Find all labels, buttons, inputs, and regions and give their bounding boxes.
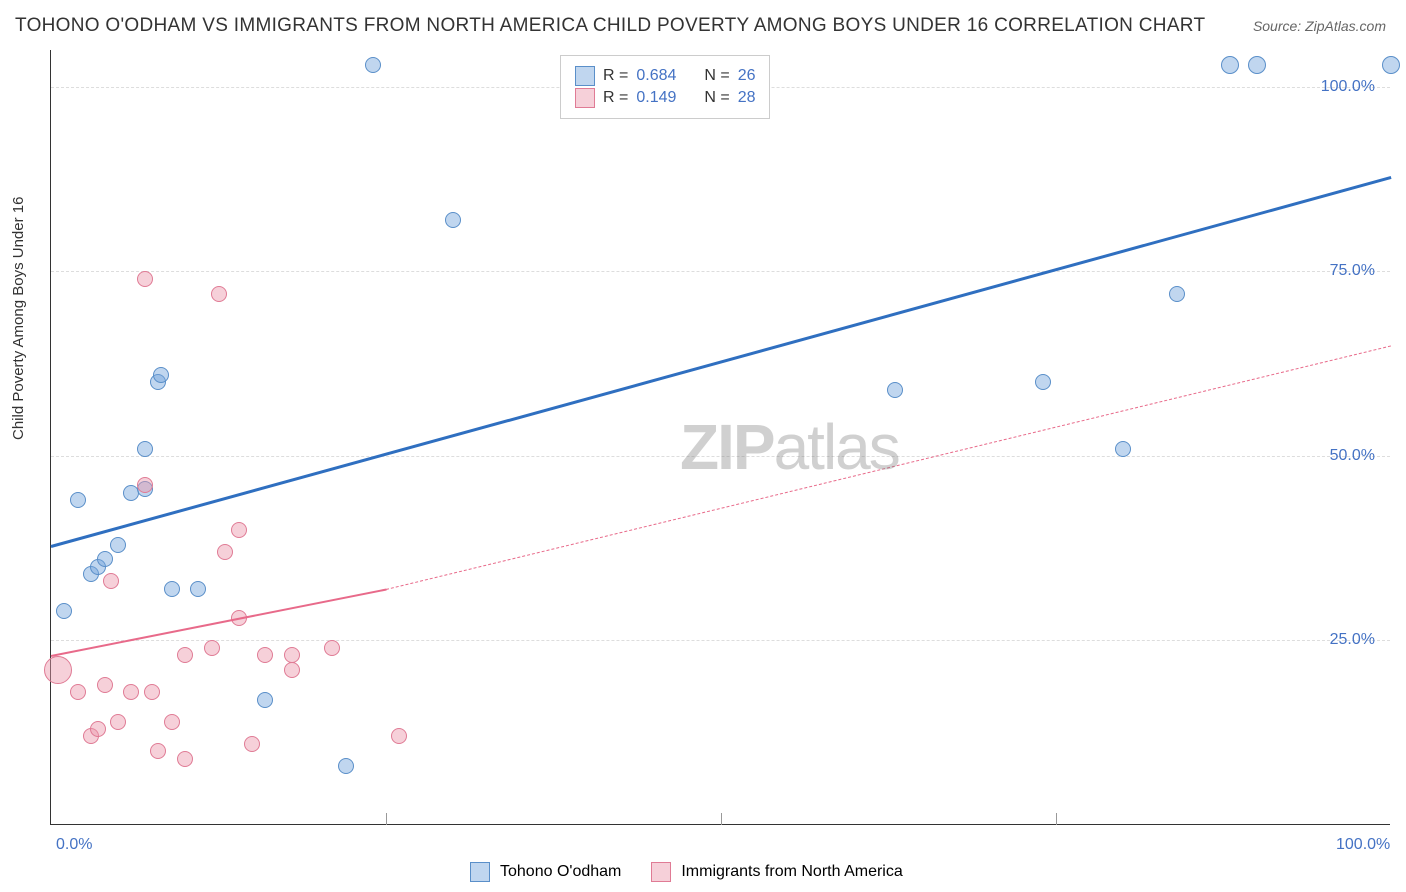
series-legend: Tohono O'odham Immigrants from North Amer…	[470, 862, 923, 882]
n-value: 28	[738, 89, 756, 107]
scatter-point	[164, 581, 180, 597]
scatter-point	[137, 271, 153, 287]
gridline	[51, 640, 1390, 641]
scatter-point	[90, 721, 106, 737]
legend-swatch	[575, 66, 595, 86]
scatter-point	[211, 286, 227, 302]
scatter-point	[324, 640, 340, 656]
y-axis-label: Child Poverty Among Boys Under 16	[10, 197, 27, 440]
scatter-point	[164, 714, 180, 730]
scatter-point	[177, 751, 193, 767]
y-tick-label: 25.0%	[1330, 631, 1375, 649]
r-value: 0.684	[636, 67, 686, 85]
scatter-point	[144, 684, 160, 700]
scatter-point	[153, 367, 169, 383]
n-label: N =	[704, 89, 729, 107]
scatter-point	[1115, 441, 1131, 457]
x-tick-line	[386, 813, 387, 825]
scatter-point	[56, 603, 72, 619]
x-tick-line	[1056, 813, 1057, 825]
chart-plot-area: 25.0%50.0%75.0%100.0%0.0%100.0%	[50, 50, 1390, 825]
scatter-point	[1035, 374, 1051, 390]
scatter-point	[70, 492, 86, 508]
x-tick-label: 100.0%	[1336, 836, 1390, 854]
trend-line	[51, 176, 1392, 548]
r-label: R =	[603, 67, 628, 85]
legend-series-label: Tohono O'odham	[500, 863, 621, 881]
scatter-point	[257, 692, 273, 708]
scatter-point	[177, 647, 193, 663]
scatter-point	[338, 758, 354, 774]
y-tick-label: 50.0%	[1330, 447, 1375, 465]
legend-swatch	[651, 862, 671, 882]
scatter-point	[1382, 56, 1400, 74]
x-tick-label: 0.0%	[56, 836, 92, 854]
scatter-point	[391, 728, 407, 744]
scatter-point	[244, 736, 260, 752]
scatter-point	[231, 522, 247, 538]
correlation-legend: R = 0.684 N = 26 R = 0.149 N = 28	[560, 55, 770, 119]
y-tick-label: 100.0%	[1321, 78, 1375, 96]
gridline	[51, 271, 1390, 272]
scatter-point	[110, 714, 126, 730]
scatter-point	[137, 441, 153, 457]
scatter-point	[1169, 286, 1185, 302]
scatter-point	[365, 57, 381, 73]
scatter-point	[123, 684, 139, 700]
n-value: 26	[738, 67, 756, 85]
correlation-legend-row: R = 0.684 N = 26	[575, 66, 755, 86]
scatter-point	[257, 647, 273, 663]
scatter-point	[150, 743, 166, 759]
scatter-point	[97, 677, 113, 693]
scatter-point	[284, 647, 300, 663]
x-tick-line	[721, 813, 722, 825]
scatter-point	[103, 573, 119, 589]
scatter-point	[204, 640, 220, 656]
chart-title: TOHONO O'ODHAM VS IMMIGRANTS FROM NORTH …	[15, 15, 1205, 37]
scatter-point	[97, 551, 113, 567]
scatter-point	[217, 544, 233, 560]
scatter-point	[190, 581, 206, 597]
scatter-point	[44, 656, 72, 684]
legend-swatch	[575, 88, 595, 108]
n-label: N =	[704, 67, 729, 85]
legend-series-label: Immigrants from North America	[681, 863, 902, 881]
r-label: R =	[603, 89, 628, 107]
source-label: Source: ZipAtlas.com	[1253, 18, 1386, 34]
y-tick-label: 75.0%	[1330, 262, 1375, 280]
scatter-point	[1221, 56, 1239, 74]
scatter-point	[887, 382, 903, 398]
scatter-point	[110, 537, 126, 553]
scatter-point	[445, 212, 461, 228]
trend-line	[386, 345, 1391, 590]
scatter-point	[284, 662, 300, 678]
r-value: 0.149	[636, 89, 686, 107]
correlation-legend-row: R = 0.149 N = 28	[575, 88, 755, 108]
gridline	[51, 456, 1390, 457]
legend-swatch	[470, 862, 490, 882]
scatter-point	[1248, 56, 1266, 74]
scatter-point	[137, 477, 153, 493]
scatter-point	[70, 684, 86, 700]
